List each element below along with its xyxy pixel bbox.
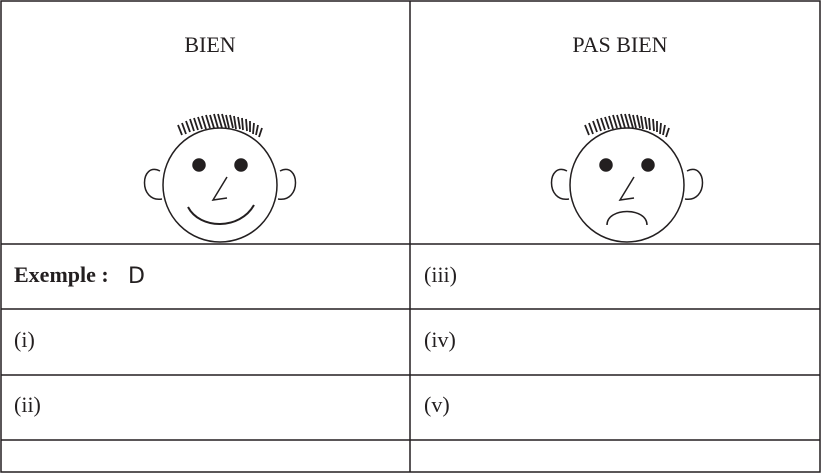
- row-label: (iii): [424, 262, 457, 287]
- example-label: Exemple :: [14, 262, 109, 287]
- example-answer: D: [128, 264, 145, 289]
- row-label: (i): [14, 327, 35, 352]
- header-cell: PAS BIEN: [572, 32, 667, 57]
- header-cell: BIEN: [184, 32, 235, 57]
- row-label: (v): [424, 392, 450, 417]
- row-label: (ii): [14, 392, 41, 417]
- happy-face-icon: [143, 113, 297, 243]
- row-label: (iv): [424, 327, 456, 352]
- sad-face-icon: [550, 113, 704, 243]
